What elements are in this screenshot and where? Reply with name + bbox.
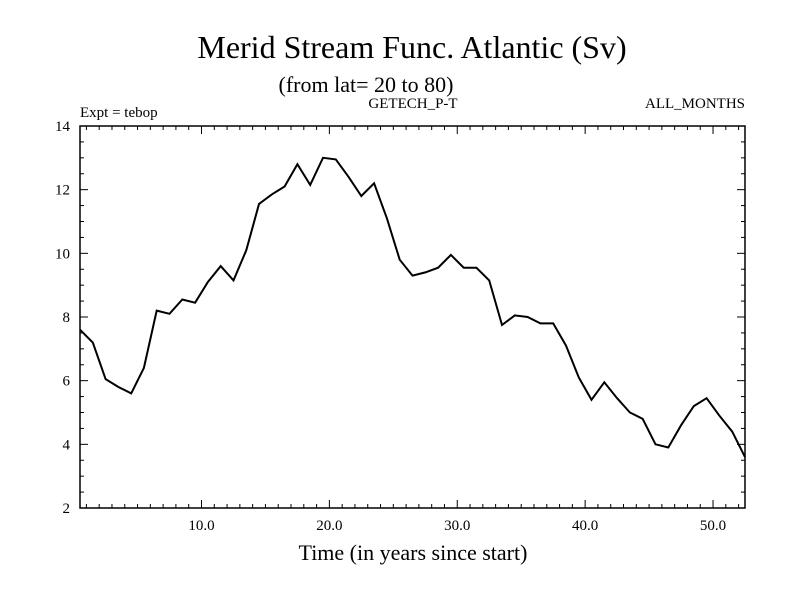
x-tick-label: 30.0 <box>444 518 470 534</box>
x-tick-label: 40.0 <box>572 518 598 534</box>
y-axis-ticks <box>80 125 745 509</box>
y-tick-label: 2 <box>63 501 71 517</box>
x-tick-label: 20.0 <box>316 518 342 534</box>
y-tick-label: 10 <box>55 246 70 262</box>
y-tick-label: 12 <box>55 183 70 199</box>
series-line-tebop <box>79 156 746 458</box>
x-axis-tick-labels: 10.0 20.0 30.0 40.0 50.0 <box>188 518 726 534</box>
chart-subtitle: (from lat= 20 to 80) <box>279 72 454 97</box>
y-tick-label: 8 <box>63 310 71 326</box>
plot-frame <box>79 125 746 509</box>
x-tick-label: 10.0 <box>188 518 214 534</box>
y-axis-tick-labels: 2 4 6 8 10 12 14 <box>55 119 71 517</box>
x-tick-label: 50.0 <box>700 518 726 534</box>
y-tick-label: 4 <box>63 437 71 453</box>
chart-title: Merid Stream Func. Atlantic (Sv) <box>197 29 626 65</box>
y-tick-label: 6 <box>63 374 71 390</box>
experiment-label: Expt = tebop <box>80 105 158 121</box>
y-tick-label: 14 <box>55 119 71 135</box>
months-label: ALL_MONTHS <box>645 96 745 112</box>
x-axis-ticks <box>85 126 740 508</box>
dataset-label: GETECH_P-T <box>368 96 457 112</box>
x-axis-title: Time (in years since start) <box>299 540 528 565</box>
